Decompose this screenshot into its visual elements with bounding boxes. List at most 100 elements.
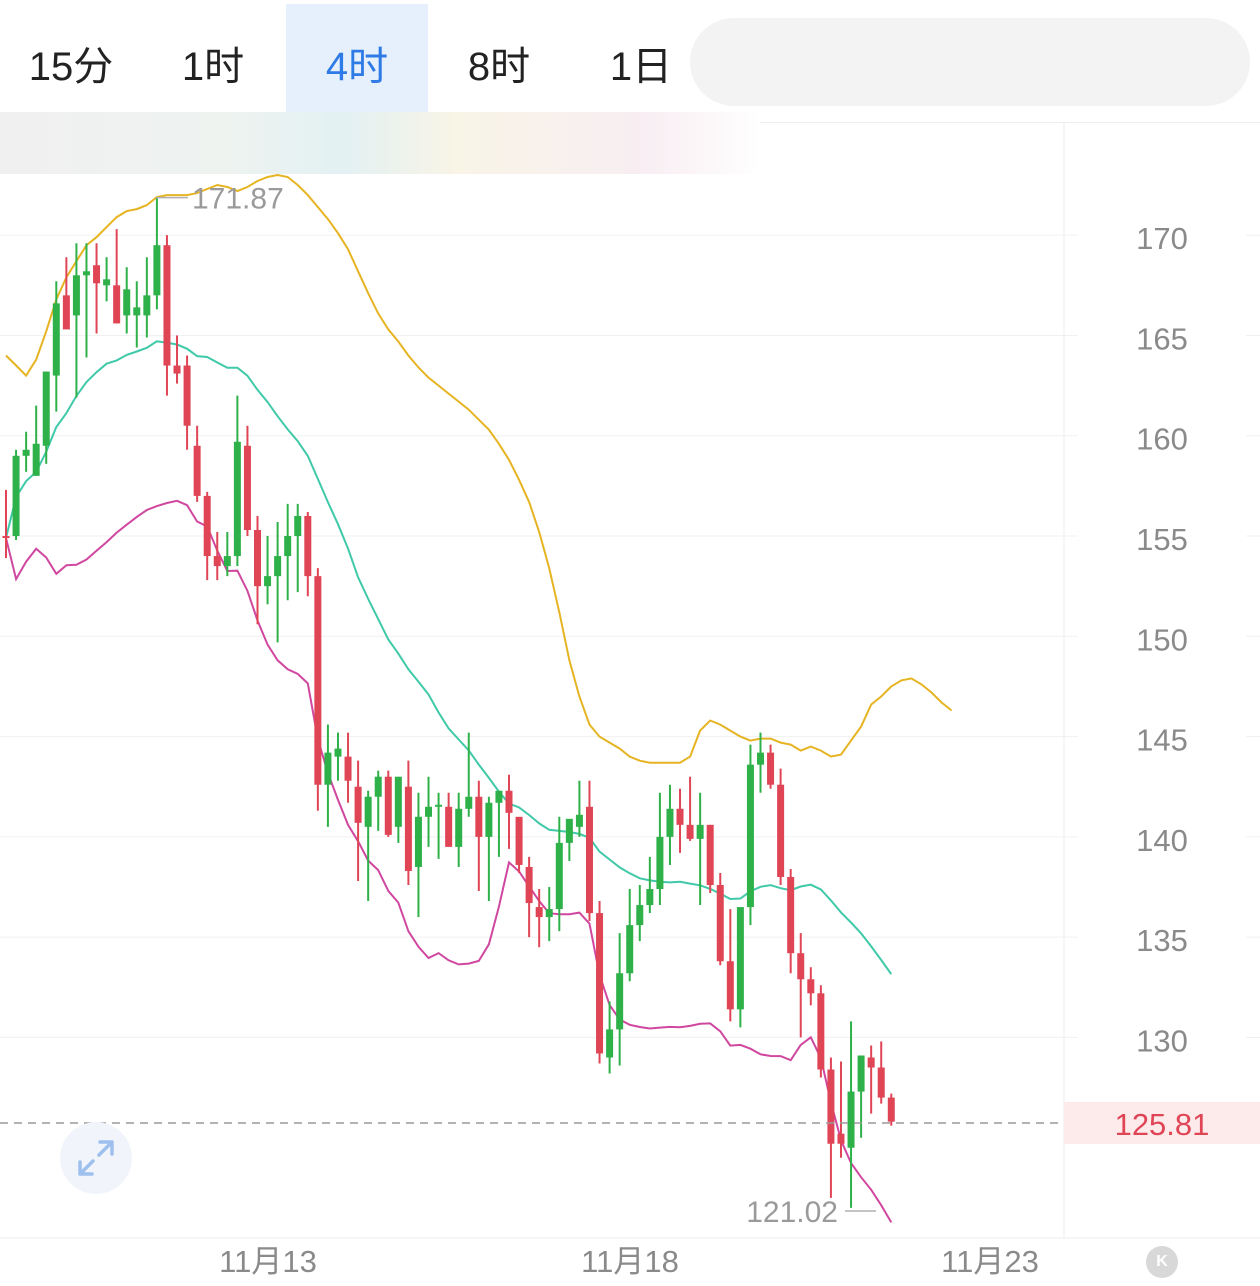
candle-up	[294, 503, 302, 593]
candle-up	[123, 267, 131, 334]
candle-down	[887, 1093, 895, 1126]
candle-body	[82, 271, 90, 276]
candle-body	[817, 993, 825, 1070]
candle-down	[797, 933, 805, 1038]
candle-body	[877, 1067, 885, 1098]
candle-up	[103, 257, 111, 302]
middle-band-line	[5, 340, 893, 975]
annotations: 171.87 121.02 125.81	[0, 183, 1260, 1229]
grid-lines	[0, 122, 1260, 1239]
candle-body	[746, 764, 754, 908]
bollinger-bands	[5, 173, 953, 1223]
candle-down	[2, 489, 10, 559]
candle-up	[374, 770, 382, 831]
candle-body	[72, 275, 80, 316]
candle-body	[254, 530, 261, 587]
tab-1d[interactable]: 1日	[570, 4, 712, 122]
candle-up	[264, 536, 272, 605]
candle-down	[807, 967, 815, 1006]
candle-body	[626, 925, 634, 974]
candle-body	[797, 953, 805, 980]
candle-down	[183, 355, 191, 450]
candle-body	[545, 909, 553, 918]
candle-body	[485, 802, 493, 837]
k-icon[interactable]: K	[1146, 1246, 1178, 1278]
tab-4h[interactable]: 4时	[286, 4, 428, 122]
candle-down	[596, 901, 604, 1064]
candle-down	[304, 511, 312, 597]
candle-down	[344, 732, 352, 803]
candle-body	[656, 836, 664, 890]
candle-up	[414, 792, 422, 918]
candle-body	[445, 806, 453, 847]
candle-up	[465, 732, 473, 817]
candle-down	[193, 425, 201, 502]
high-price-label: 171.87	[192, 183, 284, 216]
y-tick-label: 140	[1136, 823, 1188, 858]
candle-body	[374, 776, 382, 797]
tab-1h[interactable]: 1时	[142, 4, 284, 122]
candle-down	[525, 856, 533, 938]
candle-body	[173, 365, 181, 374]
candle-up	[435, 792, 443, 859]
candle-down	[817, 985, 825, 1078]
candle-body	[867, 1057, 875, 1068]
candle-up	[757, 732, 764, 793]
candle-body	[636, 905, 644, 926]
candle-down	[515, 816, 523, 873]
candle-down	[686, 776, 694, 841]
candle-up	[223, 532, 231, 577]
candle-down	[314, 568, 322, 811]
candle-up	[847, 1021, 855, 1208]
tab-15min[interactable]: 15分	[0, 4, 142, 122]
low-price-label: 121.02	[746, 1196, 838, 1229]
y-tick-label: 150	[1136, 622, 1188, 657]
candle-up	[153, 197, 161, 310]
candle-body	[153, 245, 161, 296]
candle-down	[867, 1045, 875, 1114]
tab-8h[interactable]: 8时	[428, 4, 570, 122]
candle-body	[837, 1133, 845, 1144]
candle-up	[143, 257, 151, 338]
tab-8h-label: 8时	[467, 45, 531, 89]
candle-down	[384, 770, 392, 837]
candle-down	[535, 889, 543, 948]
candle-body	[736, 907, 744, 1010]
candle-body	[676, 808, 684, 825]
tab-1h-label: 1时	[181, 45, 245, 89]
candle-up	[606, 1001, 614, 1074]
candle-down	[877, 1041, 885, 1104]
candle-down	[445, 792, 453, 847]
candle-body	[294, 515, 302, 537]
candle-up	[857, 1055, 865, 1138]
candle-body	[646, 889, 654, 906]
candle-down	[213, 532, 221, 581]
candle-up	[334, 732, 342, 781]
candle-up	[233, 395, 241, 567]
candle-up	[565, 818, 573, 861]
expand-button[interactable]	[60, 1122, 132, 1194]
x-tick-label: 11月18	[581, 1244, 679, 1279]
candle-up	[696, 792, 704, 906]
y-tick-label: 160	[1136, 422, 1188, 457]
current-price-tag	[1064, 1102, 1260, 1144]
candle-body	[62, 295, 70, 330]
candle-body	[384, 776, 392, 835]
candle-body	[274, 556, 282, 577]
candle-up	[555, 816, 563, 932]
y-tick-label: 130	[1136, 1023, 1188, 1058]
candle-body	[716, 885, 724, 962]
candle-down	[404, 760, 412, 886]
candle-body	[364, 796, 372, 827]
candle-body	[42, 371, 50, 446]
candle-up	[495, 790, 503, 857]
candle-down	[163, 235, 171, 396]
candle-body	[103, 279, 111, 286]
candle-up	[626, 889, 634, 982]
candle-up	[52, 281, 60, 412]
blurred-toolbar-area	[690, 18, 1250, 106]
candle-up	[394, 776, 402, 843]
candle-body	[414, 816, 422, 867]
candle-body	[475, 796, 483, 837]
